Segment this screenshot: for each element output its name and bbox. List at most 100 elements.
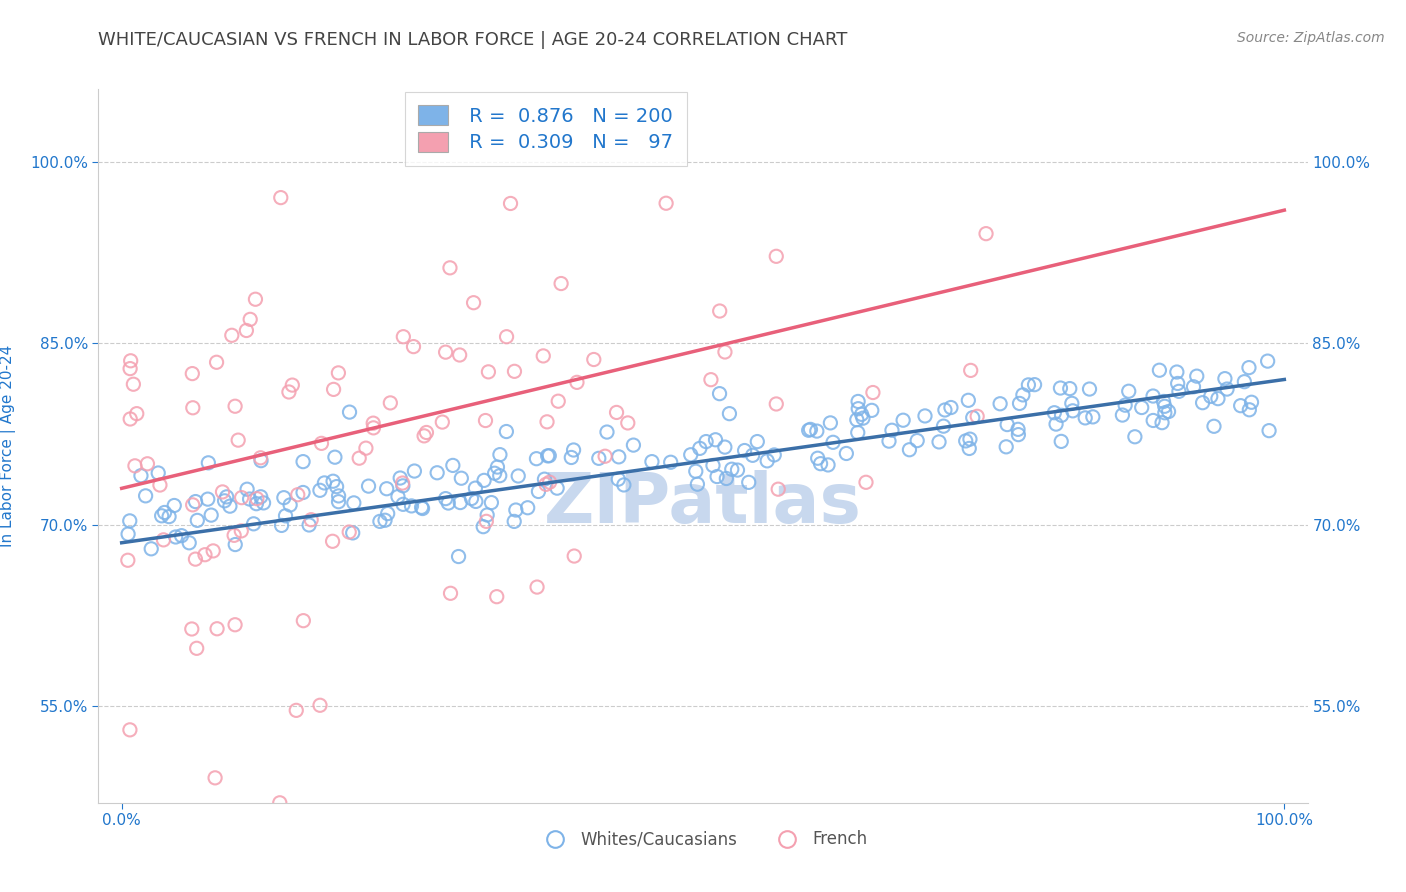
Point <box>526 451 548 466</box>
Point <box>387 490 409 504</box>
Point <box>1153 399 1175 413</box>
Point <box>1233 375 1256 389</box>
Text: ZIPatlas: ZIPatlas <box>544 469 862 537</box>
Point <box>152 533 174 547</box>
Point <box>547 394 569 409</box>
Point <box>475 514 498 528</box>
Point <box>292 485 315 500</box>
Point <box>1216 382 1239 396</box>
Point <box>1199 389 1222 403</box>
Point <box>270 518 292 533</box>
Point <box>148 466 170 480</box>
Point <box>527 484 550 499</box>
Point <box>246 491 269 506</box>
Point <box>224 537 246 551</box>
Point <box>205 355 228 369</box>
Point <box>447 549 470 564</box>
Point <box>363 421 385 435</box>
Point <box>412 501 434 516</box>
Point <box>281 378 304 392</box>
Point <box>714 345 737 359</box>
Point <box>1239 402 1261 417</box>
Point <box>200 508 222 522</box>
Point <box>328 494 350 508</box>
Point <box>277 384 299 399</box>
Point <box>593 449 616 463</box>
Point <box>392 329 415 343</box>
Point <box>855 475 877 490</box>
Point <box>391 476 413 491</box>
Point <box>441 458 464 473</box>
Point <box>988 397 1011 411</box>
Point <box>1123 430 1146 444</box>
Point <box>245 497 267 511</box>
Text: WHITE/CAUCASIAN VS FRENCH IN LABOR FORCE | AGE 20-24 CORRELATION CHART: WHITE/CAUCASIAN VS FRENCH IN LABOR FORCE… <box>98 31 848 49</box>
Point <box>1007 427 1029 442</box>
Point <box>273 491 295 505</box>
Point <box>1153 394 1175 409</box>
Point <box>716 471 738 485</box>
Point <box>1258 424 1281 438</box>
Point <box>239 312 262 326</box>
Point <box>449 348 471 362</box>
Point <box>270 191 292 205</box>
Point <box>236 482 259 496</box>
Point <box>463 295 485 310</box>
Point <box>582 352 605 367</box>
Point <box>309 698 332 713</box>
Point <box>464 494 486 508</box>
Point <box>799 422 821 436</box>
Point <box>1024 377 1046 392</box>
Point <box>392 497 415 511</box>
Point <box>322 474 344 488</box>
Point <box>727 463 749 477</box>
Point <box>274 508 297 523</box>
Point <box>1157 404 1180 418</box>
Point <box>292 614 315 628</box>
Point <box>546 481 568 495</box>
Point <box>129 468 152 483</box>
Point <box>117 553 139 567</box>
Point <box>450 471 472 485</box>
Point <box>415 425 437 440</box>
Point <box>460 491 482 506</box>
Point <box>766 482 789 496</box>
Point <box>392 479 415 493</box>
Point <box>685 464 707 478</box>
Point <box>1142 413 1164 427</box>
Point <box>1050 409 1073 423</box>
Point <box>314 475 336 490</box>
Point <box>485 590 508 604</box>
Point <box>472 474 495 488</box>
Point <box>1049 381 1071 395</box>
Point <box>337 524 360 539</box>
Point <box>1206 392 1229 406</box>
Point <box>898 442 921 457</box>
Point <box>124 458 146 473</box>
Point <box>659 455 682 469</box>
Point <box>231 491 253 505</box>
Point <box>1111 408 1133 422</box>
Point <box>534 477 557 491</box>
Point <box>472 519 495 533</box>
Point <box>361 416 384 430</box>
Point <box>231 524 253 538</box>
Legend: Whites/Caucasians, French: Whites/Caucasians, French <box>531 824 875 855</box>
Point <box>1017 377 1039 392</box>
Point <box>150 508 173 523</box>
Point <box>928 434 950 449</box>
Point <box>375 482 398 496</box>
Point <box>343 496 366 510</box>
Point <box>411 500 433 515</box>
Point <box>1150 416 1173 430</box>
Point <box>880 423 903 437</box>
Point <box>835 446 858 460</box>
Point <box>932 419 955 434</box>
Point <box>224 617 246 632</box>
Point <box>153 506 176 520</box>
Point <box>508 469 530 483</box>
Point <box>747 434 769 449</box>
Point <box>503 515 526 529</box>
Point <box>695 434 717 449</box>
Point <box>538 449 561 463</box>
